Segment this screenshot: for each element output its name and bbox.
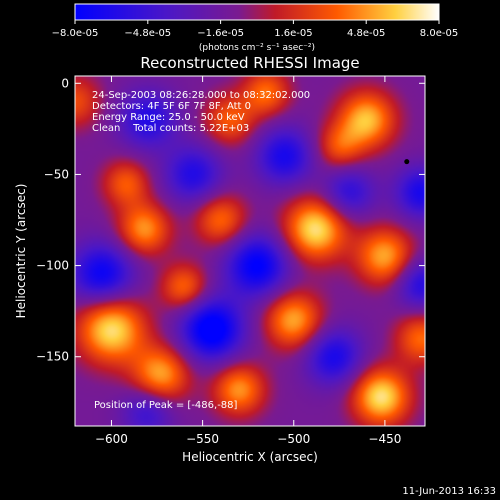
annotation-time: 24-Sep-2003 08:26:28.000 to 08:32:02.000 [92,90,310,101]
x-tick-label: −500 [277,432,310,446]
colorbar-tick-label: 8.0e-05 [420,28,458,39]
x-tick-label: −450 [368,432,401,446]
annotation-block: 24-Sep-2003 08:26:28.000 to 08:32:02.000… [92,90,310,134]
peak-position-label: Position of Peak = [-486,-88] [94,400,238,411]
y-tick-label: −150 [36,350,69,364]
x-axis-label: Heliocentric X (arcsec) [182,450,318,464]
plot-frame [74,75,426,427]
colorbar-tick-label: 4.8e-05 [347,28,385,39]
y-tick-label: 0 [61,76,69,90]
colorbar-tick-label: 1.6e-05 [274,28,312,39]
x-tick-label: −600 [95,432,128,446]
y-axis-ticks: 0 −50 −100 −150 [36,76,425,364]
colorbar-ticks: −8.0e-05 −4.8e-05 −1.6e-05 1.6e-05 4.8e-05 8.… [52,20,458,39]
peak-marker [404,159,410,165]
y-tick-label: −50 [44,167,69,181]
annotation-detectors: Detectors: 4F 5F 6F 7F 8F, Att 0 [92,101,251,112]
colorbar-tick-label: −8.0e-05 [52,28,99,39]
x-tick-label: −550 [186,432,219,446]
colorbar-tick-label: −1.6e-05 [197,28,244,39]
y-tick-label: −100 [36,259,69,273]
annotation-clean: Clean Total counts: 5.22E+03 [92,123,249,134]
colorbar-tick-label: −4.8e-05 [124,28,171,39]
annotation-energy: Energy Range: 25.0 - 50.0 keV [92,112,245,123]
footer-timestamp: 11-Jun-2013 16:33 [402,486,496,497]
y-axis-label: Heliocentric Y (arcsec) [14,184,28,319]
chart-title: Reconstructed RHESSI Image [140,54,359,72]
colorbar [74,3,440,21]
x-axis-ticks: −600 −550 −500 −450 [95,76,401,446]
heatmap-image [75,76,425,426]
colorbar-unit: (photons cm⁻² s⁻¹ asec⁻²) [199,43,315,53]
